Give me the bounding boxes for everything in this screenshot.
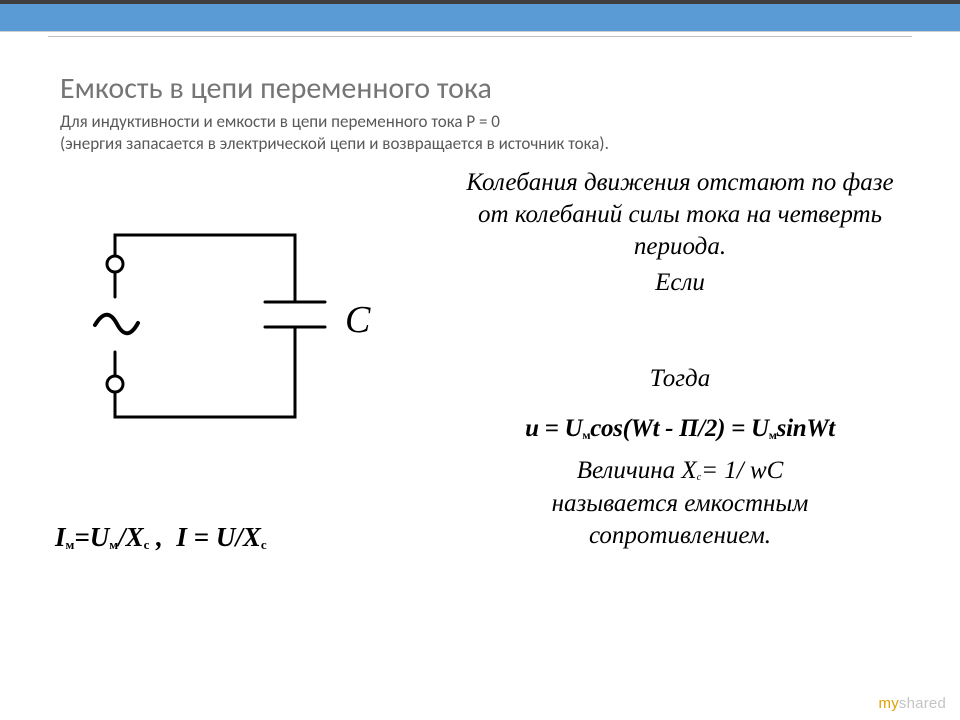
formula-current: Iм=Uм/Xс , I = U/Xс (55, 522, 267, 553)
capacitor-label: C (345, 299, 371, 341)
xc-line-2: называется емкостным сопротивлением. (552, 490, 809, 550)
watermark: myshared (879, 695, 946, 712)
slide-subtitle: Для индуктивности и емкости в цепи перем… (60, 111, 900, 155)
divider-line (48, 36, 912, 37)
then-label: Тогда (460, 365, 900, 393)
slide-title: Емкость в цепи переменного тока (60, 70, 900, 107)
right-column: Колебания движения отстают по фазе от ко… (460, 167, 900, 553)
if-label: Если (460, 269, 900, 297)
subtitle-line-1: Для индуктивности и емкости в цепи перем… (60, 111, 500, 132)
slide-content: Емкость в цепи переменного тока Для инду… (60, 70, 900, 657)
equation-u: u = Uмcos(Wt - П/2) = UмsinWt (460, 415, 900, 443)
subtitle-line-2: (энергия запасается в электрической цепи… (60, 133, 609, 154)
watermark-prefix: my (879, 695, 899, 712)
watermark-suffix: shared (899, 695, 946, 712)
top-accent-bar (0, 0, 960, 32)
body-area: C Iм=Uм/Xс , I = U/Xс Колебания движения… (60, 177, 900, 657)
xc-definition: Величина Xс= 1/ wC называется емкостным … (460, 455, 900, 553)
circuit-diagram: C (60, 207, 410, 472)
phase-text: Колебания движения отстают по фазе от ко… (460, 167, 900, 263)
